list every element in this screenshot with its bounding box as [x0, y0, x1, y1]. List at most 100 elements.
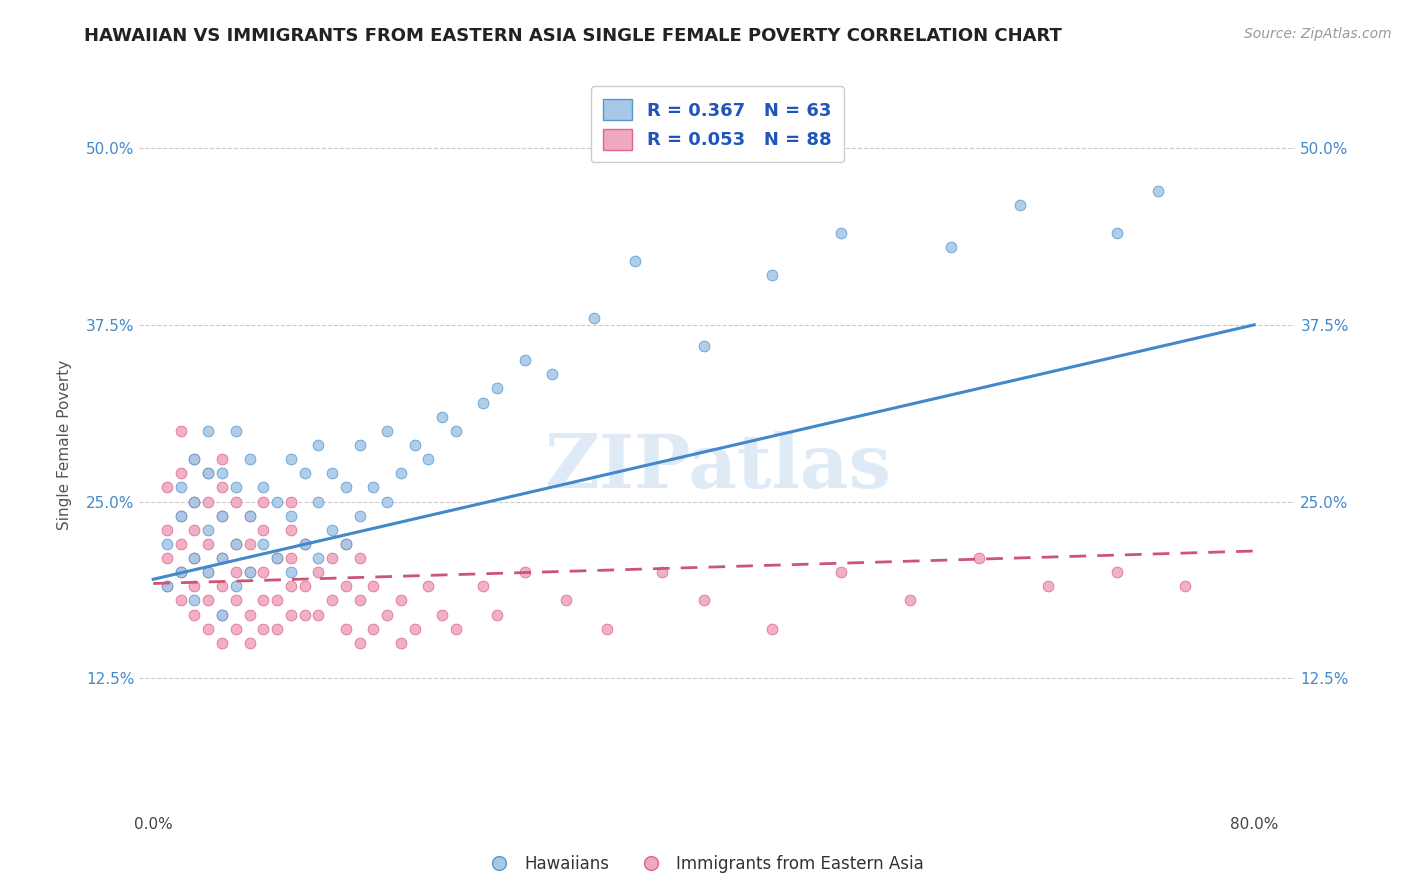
Point — [197, 424, 219, 438]
Point — [363, 579, 385, 593]
Point — [211, 508, 233, 523]
Point — [294, 537, 316, 551]
Point — [252, 622, 274, 636]
Point — [486, 607, 509, 622]
Point — [280, 508, 302, 523]
Point — [266, 494, 288, 508]
Point — [211, 579, 233, 593]
Point — [432, 607, 454, 622]
Point — [1105, 226, 1128, 240]
Legend: Hawaiians, Immigrants from Eastern Asia: Hawaiians, Immigrants from Eastern Asia — [475, 848, 931, 880]
Point — [170, 537, 193, 551]
Point — [472, 579, 495, 593]
Point — [418, 579, 440, 593]
Point — [197, 593, 219, 607]
Point — [197, 537, 219, 551]
Point — [156, 579, 179, 593]
Point — [280, 566, 302, 580]
Point — [898, 593, 921, 607]
Point — [389, 593, 412, 607]
Point — [238, 508, 260, 523]
Point — [211, 551, 233, 566]
Point — [252, 523, 274, 537]
Point — [294, 579, 316, 593]
Point — [692, 339, 714, 353]
Point — [363, 480, 385, 494]
Text: ZIPatlas: ZIPatlas — [544, 431, 891, 504]
Point — [541, 368, 564, 382]
Point — [432, 409, 454, 424]
Point — [211, 636, 233, 650]
Point — [211, 508, 233, 523]
Point — [582, 310, 605, 325]
Text: HAWAIIAN VS IMMIGRANTS FROM EASTERN ASIA SINGLE FEMALE POVERTY CORRELATION CHART: HAWAIIAN VS IMMIGRANTS FROM EASTERN ASIA… — [84, 27, 1063, 45]
Point — [375, 494, 398, 508]
Point — [692, 593, 714, 607]
Point — [197, 467, 219, 481]
Point — [211, 607, 233, 622]
Point — [294, 467, 316, 481]
Point — [404, 622, 426, 636]
Point — [830, 566, 852, 580]
Point — [375, 607, 398, 622]
Point — [335, 537, 357, 551]
Point — [183, 452, 205, 467]
Point — [156, 523, 179, 537]
Point — [349, 636, 371, 650]
Point — [170, 593, 193, 607]
Point — [238, 566, 260, 580]
Point — [252, 566, 274, 580]
Point — [624, 254, 647, 268]
Point — [252, 480, 274, 494]
Point — [1146, 184, 1168, 198]
Point — [280, 607, 302, 622]
Point — [225, 424, 247, 438]
Point — [349, 508, 371, 523]
Point — [472, 395, 495, 409]
Point — [307, 566, 329, 580]
Point — [183, 494, 205, 508]
Point — [238, 636, 260, 650]
Point — [307, 551, 329, 566]
Point — [830, 226, 852, 240]
Point — [197, 622, 219, 636]
Point — [197, 566, 219, 580]
Point — [170, 566, 193, 580]
Point — [375, 424, 398, 438]
Point — [211, 551, 233, 566]
Point — [761, 268, 783, 283]
Point — [1105, 566, 1128, 580]
Point — [183, 523, 205, 537]
Point — [294, 607, 316, 622]
Point — [225, 622, 247, 636]
Point — [225, 480, 247, 494]
Point — [183, 494, 205, 508]
Point — [183, 551, 205, 566]
Point — [183, 607, 205, 622]
Point — [211, 467, 233, 481]
Point — [321, 523, 343, 537]
Point — [651, 566, 673, 580]
Point — [225, 579, 247, 593]
Point — [1010, 197, 1032, 211]
Point — [225, 537, 247, 551]
Point — [444, 424, 467, 438]
Point — [294, 537, 316, 551]
Point — [197, 494, 219, 508]
Point — [555, 593, 578, 607]
Point — [335, 480, 357, 494]
Point — [321, 551, 343, 566]
Point — [266, 551, 288, 566]
Point — [280, 579, 302, 593]
Point — [513, 566, 536, 580]
Point — [170, 480, 193, 494]
Point — [307, 607, 329, 622]
Point — [967, 551, 990, 566]
Point — [266, 622, 288, 636]
Point — [761, 622, 783, 636]
Point — [183, 551, 205, 566]
Point — [211, 607, 233, 622]
Point — [486, 381, 509, 395]
Point — [156, 480, 179, 494]
Point — [156, 551, 179, 566]
